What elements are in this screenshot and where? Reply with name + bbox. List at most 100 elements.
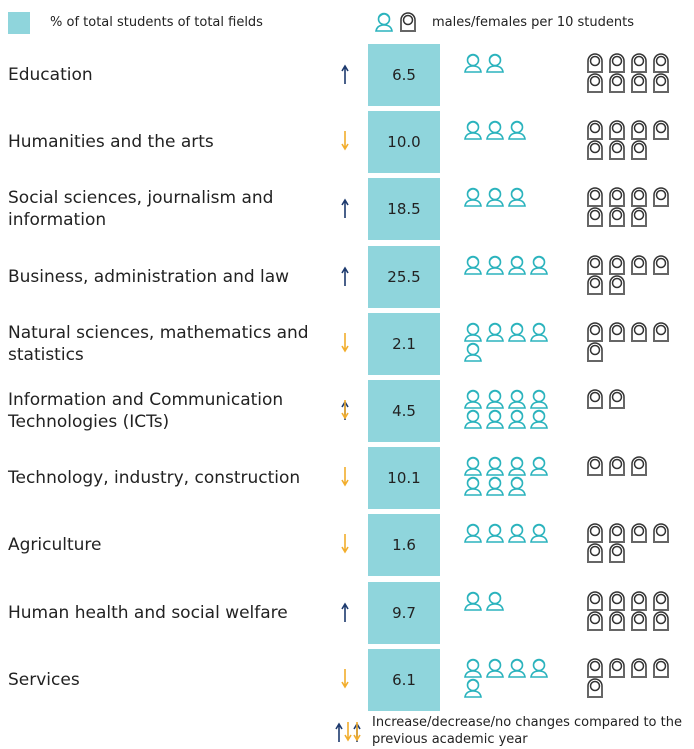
female-icon <box>652 53 670 73</box>
female-icon <box>608 187 626 208</box>
males-icons <box>464 255 548 275</box>
male-icon <box>486 476 504 496</box>
males-icons <box>464 456 548 496</box>
share-box: 6.5 <box>368 44 440 106</box>
male-icon <box>486 524 504 544</box>
trend-arrow <box>341 533 349 554</box>
males-icons <box>464 524 548 544</box>
male-icon <box>508 658 526 678</box>
male-icon <box>486 120 504 140</box>
legend-share: % of total students of total fields <box>50 15 263 30</box>
female-icon <box>608 523 626 544</box>
legend-trend: Increase/decrease/no changes compared to… <box>372 715 682 747</box>
females-icons <box>586 254 670 295</box>
female-icon <box>586 53 604 73</box>
share-box: 18.5 <box>368 178 440 241</box>
females-icons <box>586 187 670 228</box>
male-icon <box>486 591 504 611</box>
male-icon <box>486 456 504 476</box>
male-icon <box>486 658 504 678</box>
female-icon <box>608 140 626 160</box>
share-box: 10.1 <box>368 447 440 510</box>
arrow-down <box>341 667 349 688</box>
row-label: Agriculture <box>8 535 102 556</box>
male-icon <box>464 658 482 678</box>
legend-icons <box>375 12 417 32</box>
arrow-up <box>341 199 349 220</box>
male-icon <box>464 678 482 698</box>
trend-arrow <box>341 667 349 688</box>
male-icon <box>464 524 482 544</box>
trend-arrow <box>341 331 349 352</box>
female-icon <box>630 140 648 160</box>
female-icon <box>630 658 648 678</box>
arrow-down <box>341 399 349 419</box>
male-icon <box>530 524 548 544</box>
trend-arrow <box>341 266 349 287</box>
row-label: Information and Communication Technologi… <box>8 390 284 432</box>
male-icon <box>464 591 482 611</box>
male-icon <box>530 255 548 275</box>
female-icon <box>586 590 604 611</box>
female-icon <box>630 322 648 342</box>
males-icons <box>464 188 526 208</box>
males-icons <box>464 591 504 611</box>
row-label: Business, administration and law <box>8 266 290 287</box>
female-icon <box>652 523 670 544</box>
female-icon <box>652 590 670 611</box>
female-icon <box>630 456 648 476</box>
female-icon <box>630 610 648 631</box>
arrow-down <box>341 466 349 486</box>
female-icon <box>630 590 648 611</box>
share-swatch <box>8 12 30 34</box>
female-icon <box>630 207 648 228</box>
male-icon <box>508 524 526 544</box>
arrow-down <box>341 331 349 352</box>
male-icon <box>464 53 482 73</box>
share-box: 6.1 <box>368 648 440 711</box>
female-icon <box>608 389 626 409</box>
arrow-down <box>341 533 349 554</box>
males-icons <box>464 322 548 362</box>
share-box: 25.5 <box>368 245 440 308</box>
females-icons <box>586 523 670 564</box>
male-icon <box>530 658 548 678</box>
female-icon <box>608 254 626 275</box>
male-icon <box>508 255 526 275</box>
male-icon <box>508 120 526 140</box>
share-box: 10.0 <box>368 111 440 174</box>
trend-arrow <box>341 602 349 623</box>
males-icons <box>464 389 548 429</box>
arrow-up <box>341 602 349 623</box>
share-box: 1.6 <box>368 514 440 577</box>
female-icon <box>608 610 626 631</box>
share-box: 4.5 <box>368 380 440 442</box>
female-icon <box>586 523 604 544</box>
female-icon <box>652 73 670 93</box>
females-icons <box>586 389 626 409</box>
males-icons <box>464 658 548 698</box>
row-label: Technology, industry, construction <box>8 468 301 489</box>
female-icon <box>630 187 648 208</box>
females-icons <box>586 658 670 698</box>
female-icon <box>608 207 626 228</box>
male-icon <box>530 389 548 409</box>
legend-arrows <box>335 721 361 743</box>
male-icon <box>486 255 504 275</box>
trend-arrow <box>341 399 349 421</box>
male-icon <box>530 322 548 342</box>
arrow-up <box>341 266 349 287</box>
females-icons <box>586 456 648 476</box>
male-icon <box>464 188 482 208</box>
male-icon <box>486 188 504 208</box>
row-label: Services <box>8 669 80 690</box>
female-icon <box>586 254 604 275</box>
male-icon <box>508 188 526 208</box>
female-icon <box>630 120 648 140</box>
female-icon <box>608 120 626 140</box>
female-icon <box>608 53 626 73</box>
female-icon <box>608 73 626 93</box>
male-icon <box>464 255 482 275</box>
female-icon <box>586 73 604 93</box>
